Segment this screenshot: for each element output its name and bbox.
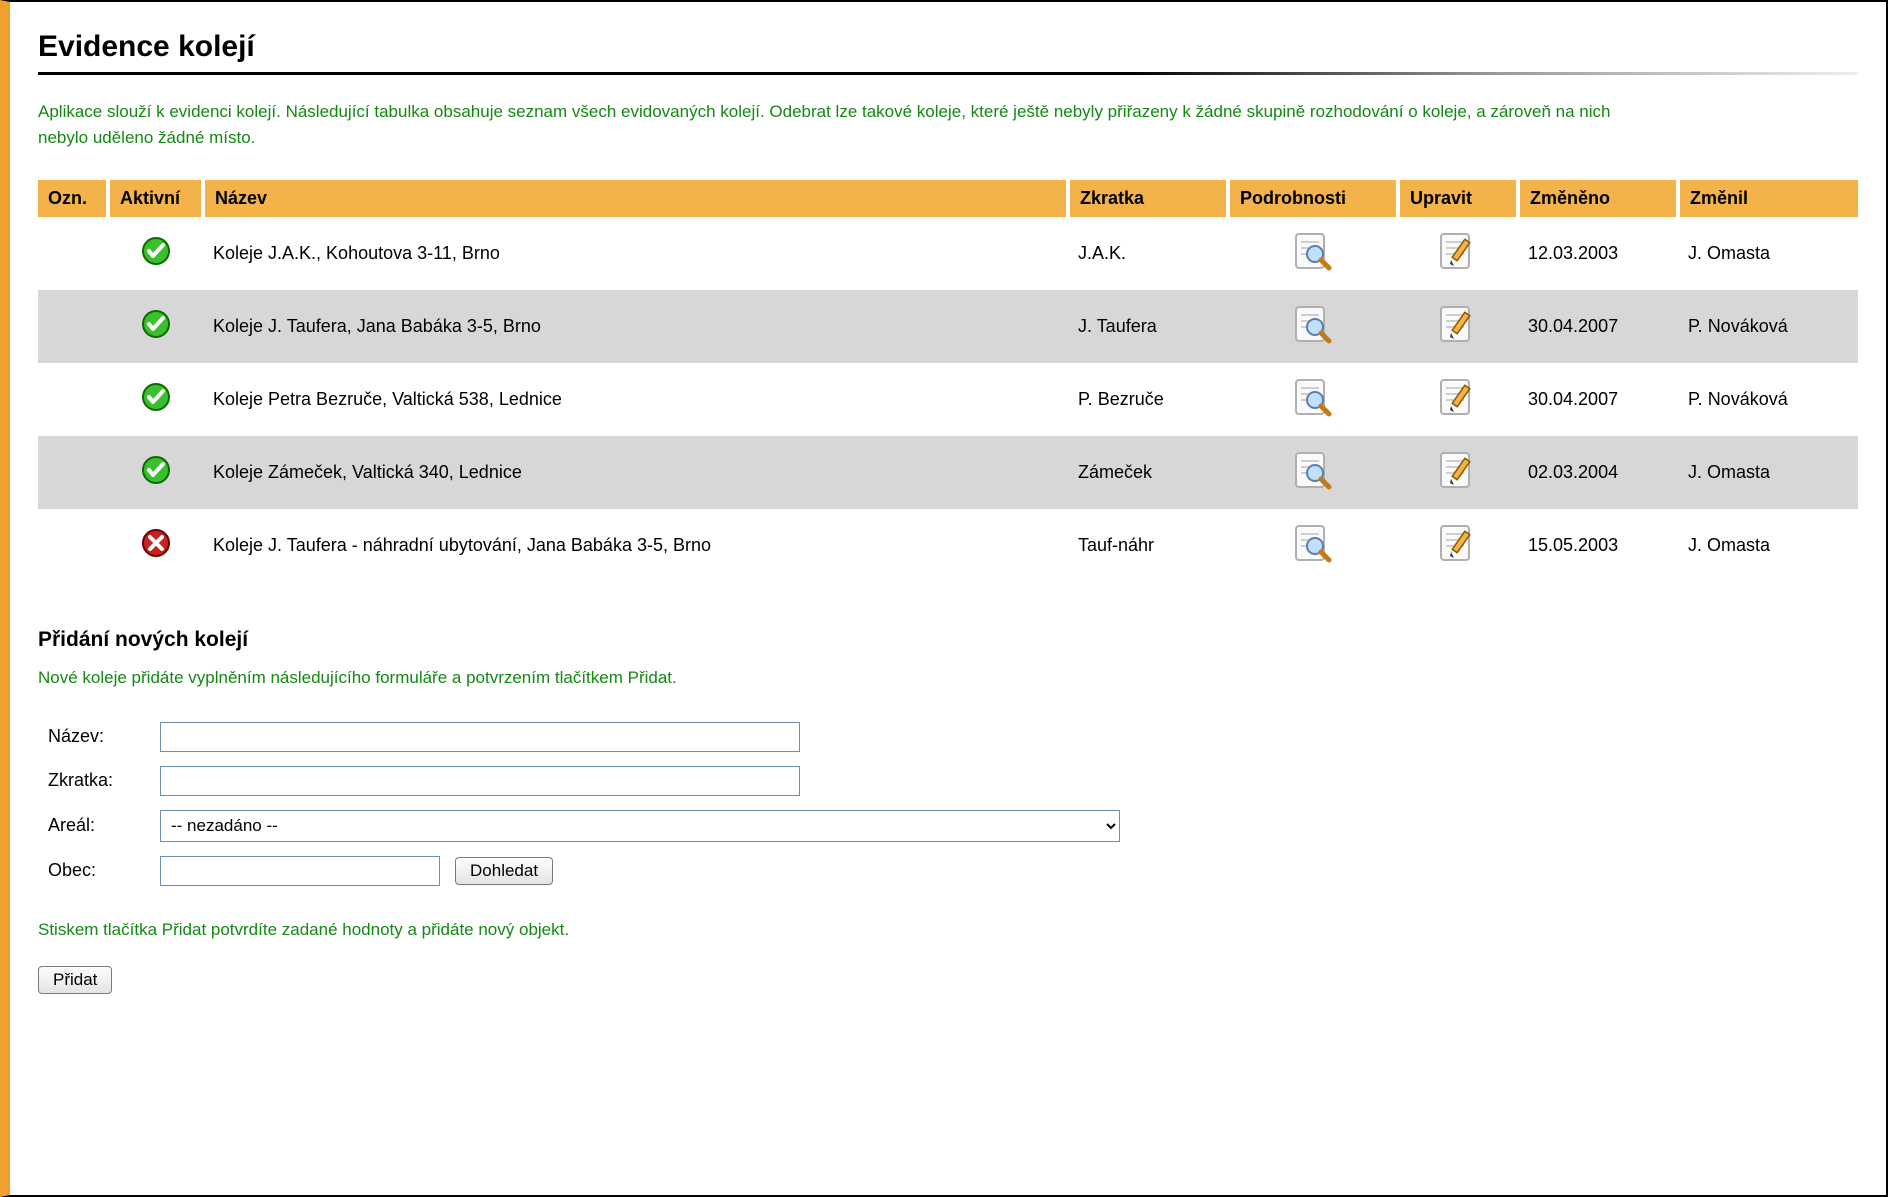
- cell-upravit: [1398, 290, 1518, 363]
- th-nazev: Název: [203, 180, 1068, 217]
- cell-aktivni: [108, 436, 203, 509]
- edit-icon[interactable]: [1438, 523, 1478, 563]
- label-areal: Areál:: [40, 804, 150, 848]
- magnifier-icon[interactable]: [1293, 231, 1333, 271]
- th-zkratka: Zkratka: [1068, 180, 1228, 217]
- check-icon: [141, 382, 171, 412]
- th-upravit: Upravit: [1398, 180, 1518, 217]
- cell-zmeneno: 15.05.2003: [1518, 509, 1678, 582]
- th-zmeneno: Změněno: [1518, 180, 1678, 217]
- label-zkratka: Zkratka:: [40, 760, 150, 802]
- cell-zmenil[interactable]: J. Omasta: [1678, 509, 1858, 582]
- dohledat-button[interactable]: Dohledat: [455, 857, 553, 885]
- cell-upravit: [1398, 436, 1518, 509]
- cell-zkratka: J.A.K.: [1068, 217, 1228, 290]
- pridat-button[interactable]: Přidat: [38, 966, 112, 994]
- input-obec[interactable]: [160, 856, 440, 886]
- cell-nazev: Koleje J.A.K., Kohoutova 3-11, Brno: [203, 217, 1068, 290]
- cell-zkratka: P. Bezruče: [1068, 363, 1228, 436]
- cell-upravit: [1398, 363, 1518, 436]
- magnifier-icon[interactable]: [1293, 304, 1333, 344]
- label-obec: Obec:: [40, 850, 150, 892]
- cell-zmeneno: 30.04.2007: [1518, 290, 1678, 363]
- cell-upravit: [1398, 217, 1518, 290]
- cell-aktivni: [108, 363, 203, 436]
- label-nazev: Název:: [40, 716, 150, 758]
- cell-nazev: Koleje J. Taufera, Jana Babáka 3-5, Brno: [203, 290, 1068, 363]
- cell-zkratka: Zámeček: [1068, 436, 1228, 509]
- cell-podrobnosti: [1228, 290, 1398, 363]
- cell-ozn: [38, 436, 108, 509]
- edit-icon[interactable]: [1438, 377, 1478, 417]
- cell-nazev: Koleje Petra Bezruče, Valtická 538, Ledn…: [203, 363, 1068, 436]
- cell-podrobnosti: [1228, 509, 1398, 582]
- table-row: Koleje Zámeček, Valtická 340, LedniceZám…: [38, 436, 1858, 509]
- magnifier-icon[interactable]: [1293, 377, 1333, 417]
- add-note-top: Nové koleje přidáte vyplněním následujíc…: [38, 668, 1858, 688]
- table-row: Koleje J.A.K., Kohoutova 3-11, BrnoJ.A.K…: [38, 217, 1858, 290]
- table-row: Koleje J. Taufera - náhradní ubytování, …: [38, 509, 1858, 582]
- edit-icon[interactable]: [1438, 450, 1478, 490]
- cell-ozn: [38, 363, 108, 436]
- title-divider: [38, 72, 1858, 75]
- th-zmenil: Změnil: [1678, 180, 1858, 217]
- input-nazev[interactable]: [160, 722, 800, 752]
- edit-icon[interactable]: [1438, 304, 1478, 344]
- cell-ozn: [38, 290, 108, 363]
- check-icon: [141, 236, 171, 266]
- cell-aktivni: [108, 217, 203, 290]
- th-aktivni: Aktivní: [108, 180, 203, 217]
- cell-zkratka: Tauf-náhr: [1068, 509, 1228, 582]
- add-note-bottom: Stiskem tlačítka Přidat potvrdíte zadané…: [38, 920, 1858, 940]
- cell-ozn: [38, 217, 108, 290]
- table-row: Koleje Petra Bezruče, Valtická 538, Ledn…: [38, 363, 1858, 436]
- check-icon: [141, 309, 171, 339]
- cell-zmeneno: 02.03.2004: [1518, 436, 1678, 509]
- cell-zmeneno: 30.04.2007: [1518, 363, 1678, 436]
- check-icon: [141, 455, 171, 485]
- cross-icon: [141, 528, 171, 558]
- intro-text: Aplikace slouží k evidenci kolejí. Násle…: [38, 99, 1638, 152]
- cell-nazev: Koleje J. Taufera - náhradní ubytování, …: [203, 509, 1068, 582]
- add-section-heading: Přidání nových kolejí: [38, 628, 1858, 652]
- cell-nazev: Koleje Zámeček, Valtická 340, Lednice: [203, 436, 1068, 509]
- cell-aktivni: [108, 290, 203, 363]
- cell-zmenil[interactable]: P. Nováková: [1678, 290, 1858, 363]
- cell-zmenil[interactable]: P. Nováková: [1678, 363, 1858, 436]
- select-areal[interactable]: -- nezadáno --: [160, 810, 1120, 842]
- cell-podrobnosti: [1228, 363, 1398, 436]
- cell-zmenil[interactable]: J. Omasta: [1678, 217, 1858, 290]
- dorms-table: Ozn. Aktivní Název Zkratka Podrobnosti U…: [38, 180, 1858, 582]
- cell-ozn: [38, 509, 108, 582]
- cell-zkratka: J. Taufera: [1068, 290, 1228, 363]
- cell-zmeneno: 12.03.2003: [1518, 217, 1678, 290]
- th-podrobnosti: Podrobnosti: [1228, 180, 1398, 217]
- cell-upravit: [1398, 509, 1518, 582]
- page-title: Evidence kolejí: [38, 30, 1858, 64]
- cell-zmenil[interactable]: J. Omasta: [1678, 436, 1858, 509]
- edit-icon[interactable]: [1438, 231, 1478, 271]
- magnifier-icon[interactable]: [1293, 450, 1333, 490]
- input-zkratka[interactable]: [160, 766, 800, 796]
- cell-aktivni: [108, 509, 203, 582]
- th-ozn: Ozn.: [38, 180, 108, 217]
- cell-podrobnosti: [1228, 436, 1398, 509]
- magnifier-icon[interactable]: [1293, 523, 1333, 563]
- add-form: Název: Zkratka: Areál: -- nezadáno -- Ob…: [38, 714, 1130, 894]
- table-row: Koleje J. Taufera, Jana Babáka 3-5, Brno…: [38, 290, 1858, 363]
- cell-podrobnosti: [1228, 217, 1398, 290]
